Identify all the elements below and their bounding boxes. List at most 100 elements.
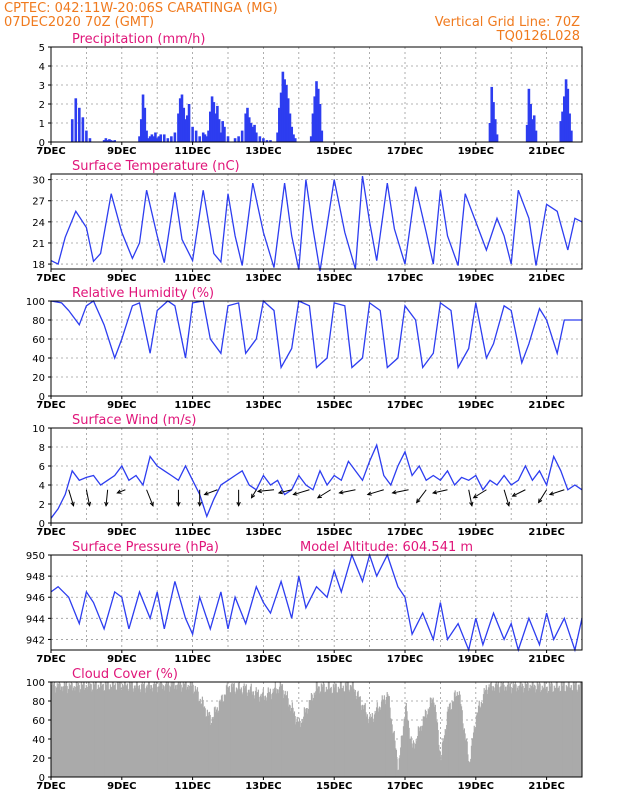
cloud-area-column xyxy=(130,684,132,777)
cloud-area-column xyxy=(521,686,523,777)
cloud-area-column xyxy=(324,691,327,777)
cloud-area-column xyxy=(505,686,507,777)
cloud-area-column xyxy=(409,738,412,777)
cloud-area-column xyxy=(140,684,143,777)
cloud-area-column xyxy=(249,686,252,777)
cloud-area-column xyxy=(243,683,245,777)
cloud-area-column xyxy=(256,692,258,777)
precip-frame xyxy=(50,46,583,143)
precip-ytick-label: 1 xyxy=(39,119,45,130)
cloud-area-column xyxy=(362,705,364,777)
cloud-xtick-label: 9DEC xyxy=(107,781,136,792)
cloud-area-column xyxy=(198,701,200,777)
cloud-area-column xyxy=(415,739,417,777)
cloud-area-column xyxy=(562,685,564,777)
cloud-area-column xyxy=(531,682,533,777)
cloud-area-column xyxy=(224,695,226,777)
cloud-area-column xyxy=(273,691,275,777)
cloud-area-column xyxy=(161,683,163,777)
cloud-area-column xyxy=(53,684,55,777)
cloud-area-column xyxy=(570,685,572,777)
cloud-area-column xyxy=(567,687,569,777)
precip-bar xyxy=(81,117,85,142)
precip-bar xyxy=(285,85,288,142)
precip-xtick-label: 11DEC xyxy=(174,146,210,157)
precip-bar xyxy=(316,88,320,142)
cloud-area-column xyxy=(427,708,429,777)
cloud-area-column xyxy=(249,692,251,777)
cloud-area-column xyxy=(143,682,145,777)
cloud-area-column xyxy=(126,683,128,777)
cloud-area-column xyxy=(474,728,476,777)
cloud-area-column xyxy=(165,682,167,777)
cloud-area-column xyxy=(63,686,65,777)
humidity-panel: 0 20 40 60 80 100 7DEC 9DEC 11DEC 13DEC 15DEC 17DEC… xyxy=(26,286,583,411)
cloud-area-column xyxy=(339,682,342,777)
cloud-area-column xyxy=(152,691,154,777)
cloud-area-column xyxy=(550,686,552,777)
precip-bar xyxy=(531,119,534,142)
cloud-area-column xyxy=(131,682,133,777)
cloud-area-column xyxy=(342,685,344,777)
precip-bar xyxy=(219,132,223,142)
cloud-area-column xyxy=(459,694,461,777)
cloud-area-column xyxy=(340,682,342,777)
cloud-xtick-label: 17DEC xyxy=(387,781,423,792)
cloud-area-column xyxy=(151,687,153,777)
cloud-area-column xyxy=(132,688,134,777)
precip-bar xyxy=(207,130,210,142)
precip-bar xyxy=(315,81,318,142)
cloud-area-column xyxy=(72,690,74,777)
cloud-area-column xyxy=(441,754,443,777)
cloud-area-column xyxy=(228,687,230,777)
precip-bar xyxy=(564,79,568,142)
cloud-area-column xyxy=(53,682,56,777)
cloud-area-column xyxy=(458,691,461,777)
cloud-area-column xyxy=(325,686,327,777)
cloud-area-column xyxy=(290,711,292,777)
precip-ytick-label: 5 xyxy=(39,43,45,54)
cloud-area-column xyxy=(463,728,465,777)
precip-bar xyxy=(113,140,117,142)
cloud-area-column xyxy=(85,684,87,777)
header-run-date: 07DEC2020 70Z (GMT) xyxy=(4,15,154,30)
cloud-area-column xyxy=(56,683,58,777)
cloud-area-column xyxy=(270,694,272,777)
wind-arrow-head xyxy=(548,491,554,496)
cloud-area-column xyxy=(296,716,298,777)
cloud-area-column xyxy=(310,693,313,777)
cloud-area-column xyxy=(443,740,445,777)
cloud-area-column xyxy=(531,685,533,777)
cloud-area-column xyxy=(313,692,315,777)
precip-bar xyxy=(205,136,209,142)
cloud-area-column xyxy=(204,708,206,777)
cloud-area-column xyxy=(281,684,284,777)
cloud-area-column xyxy=(346,685,348,777)
temperature-ytick-label: 21 xyxy=(32,239,45,250)
cloud-area-column xyxy=(397,769,400,777)
wind-arrow-shaft xyxy=(317,489,331,499)
precip-bar xyxy=(244,113,247,142)
precip-ytick-label: 3 xyxy=(39,81,45,92)
cloud-area-column xyxy=(400,747,402,777)
cloud-area-column xyxy=(162,685,165,777)
cloud-area-column xyxy=(482,703,484,777)
cloud-area-column xyxy=(431,702,433,777)
cloud-ytick-label: 20 xyxy=(32,754,45,765)
wind-arrow-head xyxy=(511,492,517,497)
cloud-area-column xyxy=(149,685,151,777)
cloud-area-column xyxy=(87,686,89,777)
wind-title: Surface Wind (m/s) xyxy=(72,413,196,428)
cloud-area-column xyxy=(227,689,229,777)
cloud-area-column xyxy=(378,711,380,777)
precip-bar xyxy=(251,126,255,142)
cloud-area-column xyxy=(100,682,102,777)
cloud-area-column xyxy=(107,682,109,777)
humidity-xtick-label: 13DEC xyxy=(245,400,281,411)
cloud-area-column xyxy=(283,698,285,777)
cloud-area-column xyxy=(138,688,140,777)
cloud-area-column xyxy=(423,716,425,777)
cloud-area-column xyxy=(125,685,127,777)
cloud-area-column xyxy=(200,704,202,777)
cloud-area-column xyxy=(560,690,562,777)
